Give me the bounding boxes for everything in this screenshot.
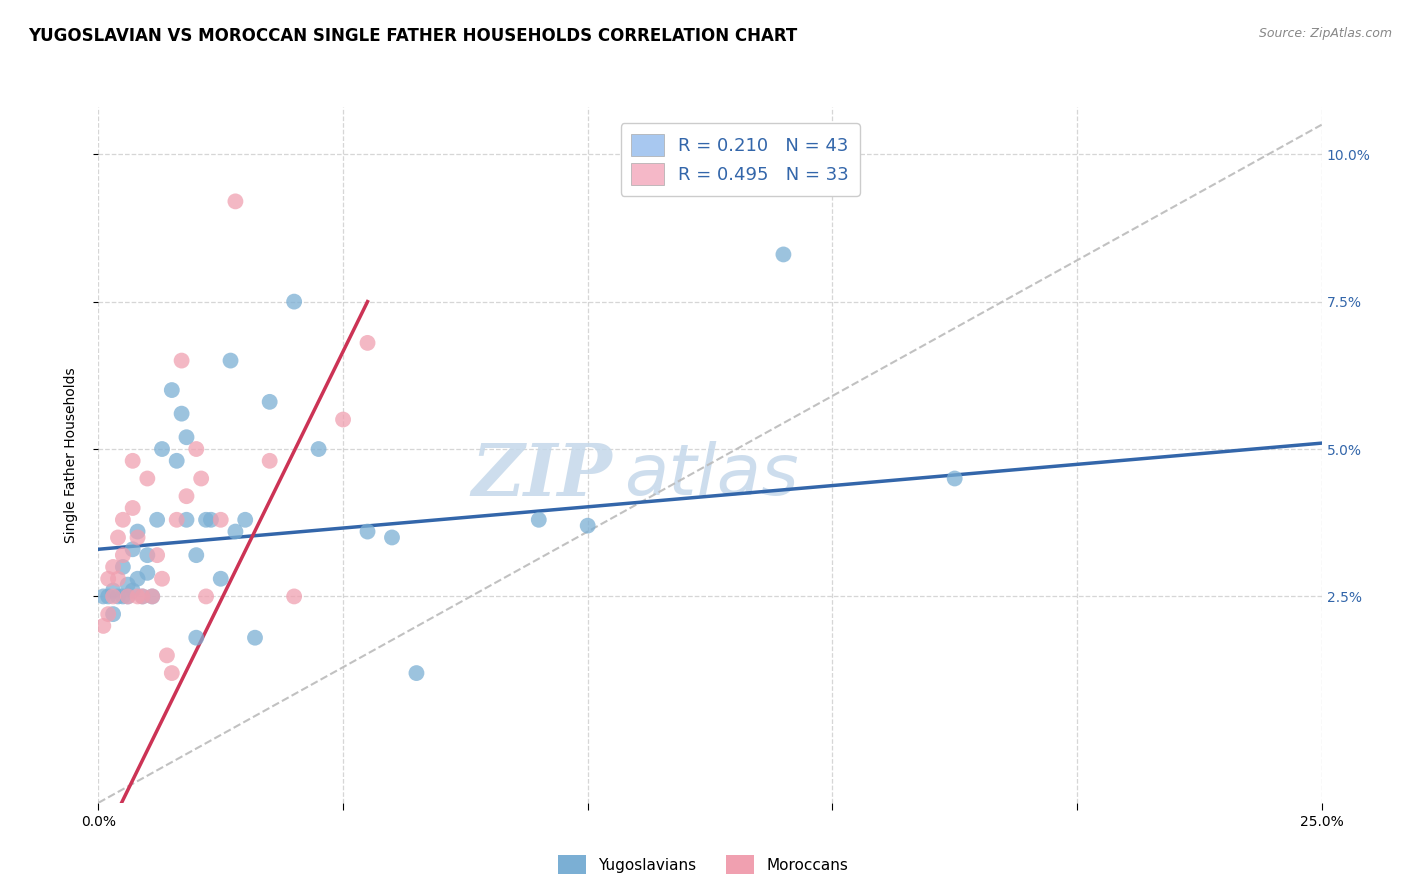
Point <box>576 518 599 533</box>
Point <box>527 513 550 527</box>
Point <box>160 666 183 681</box>
Point <box>186 442 208 456</box>
Point <box>141 590 163 604</box>
Point <box>91 619 114 633</box>
Legend: Yugoslavians, Moroccans: Yugoslavians, Moroccans <box>553 849 853 880</box>
Point <box>146 513 169 527</box>
Point <box>160 383 183 397</box>
Point <box>356 524 378 539</box>
Point <box>117 577 139 591</box>
Point <box>111 548 134 562</box>
Point <box>176 513 198 527</box>
Point <box>97 572 120 586</box>
Point <box>121 583 143 598</box>
Point <box>101 590 124 604</box>
Point <box>224 524 246 539</box>
Point <box>97 590 120 604</box>
Point <box>166 454 188 468</box>
Point <box>156 648 179 663</box>
Point <box>190 471 212 485</box>
Point <box>107 531 129 545</box>
Point <box>97 607 120 621</box>
Point <box>176 489 198 503</box>
Point <box>243 631 266 645</box>
Point <box>405 666 427 681</box>
Point <box>195 513 218 527</box>
Point <box>224 194 246 209</box>
Point <box>283 590 305 604</box>
Point <box>166 513 188 527</box>
Point <box>195 590 218 604</box>
Point <box>356 335 378 350</box>
Point <box>283 294 305 309</box>
Point <box>141 590 163 604</box>
Point <box>219 353 242 368</box>
Point <box>111 560 134 574</box>
Point <box>308 442 330 456</box>
Point <box>91 590 114 604</box>
Point <box>176 430 198 444</box>
Point <box>121 500 143 515</box>
Point <box>131 590 153 604</box>
Y-axis label: Single Father Households: Single Father Households <box>63 368 77 542</box>
Point <box>136 548 159 562</box>
Point <box>943 471 966 485</box>
Point <box>186 548 208 562</box>
Point <box>150 442 173 456</box>
Point <box>111 513 134 527</box>
Point <box>233 513 256 527</box>
Text: Source: ZipAtlas.com: Source: ZipAtlas.com <box>1258 27 1392 40</box>
Text: YUGOSLAVIAN VS MOROCCAN SINGLE FATHER HOUSEHOLDS CORRELATION CHART: YUGOSLAVIAN VS MOROCCAN SINGLE FATHER HO… <box>28 27 797 45</box>
Point <box>772 247 794 261</box>
Point <box>200 513 222 527</box>
Point <box>121 542 143 557</box>
Point <box>131 590 153 604</box>
Point <box>121 454 143 468</box>
Point <box>117 590 139 604</box>
Point <box>209 572 232 586</box>
Point <box>107 590 129 604</box>
Point <box>127 531 149 545</box>
Legend: R = 0.210   N = 43, R = 0.495   N = 33: R = 0.210 N = 43, R = 0.495 N = 33 <box>620 123 860 196</box>
Point <box>101 560 124 574</box>
Point <box>117 590 139 604</box>
Point <box>186 631 208 645</box>
Point <box>146 548 169 562</box>
Point <box>101 607 124 621</box>
Point <box>107 572 129 586</box>
Point <box>332 412 354 426</box>
Point <box>150 572 173 586</box>
Point <box>209 513 232 527</box>
Point <box>127 590 149 604</box>
Text: atlas: atlas <box>624 442 799 510</box>
Point <box>127 524 149 539</box>
Point <box>136 471 159 485</box>
Point <box>127 572 149 586</box>
Point <box>170 353 193 368</box>
Text: ZIP: ZIP <box>471 441 612 511</box>
Point <box>259 395 281 409</box>
Point <box>136 566 159 580</box>
Point <box>259 454 281 468</box>
Point <box>111 590 134 604</box>
Point <box>170 407 193 421</box>
Point <box>381 531 404 545</box>
Point <box>101 583 124 598</box>
